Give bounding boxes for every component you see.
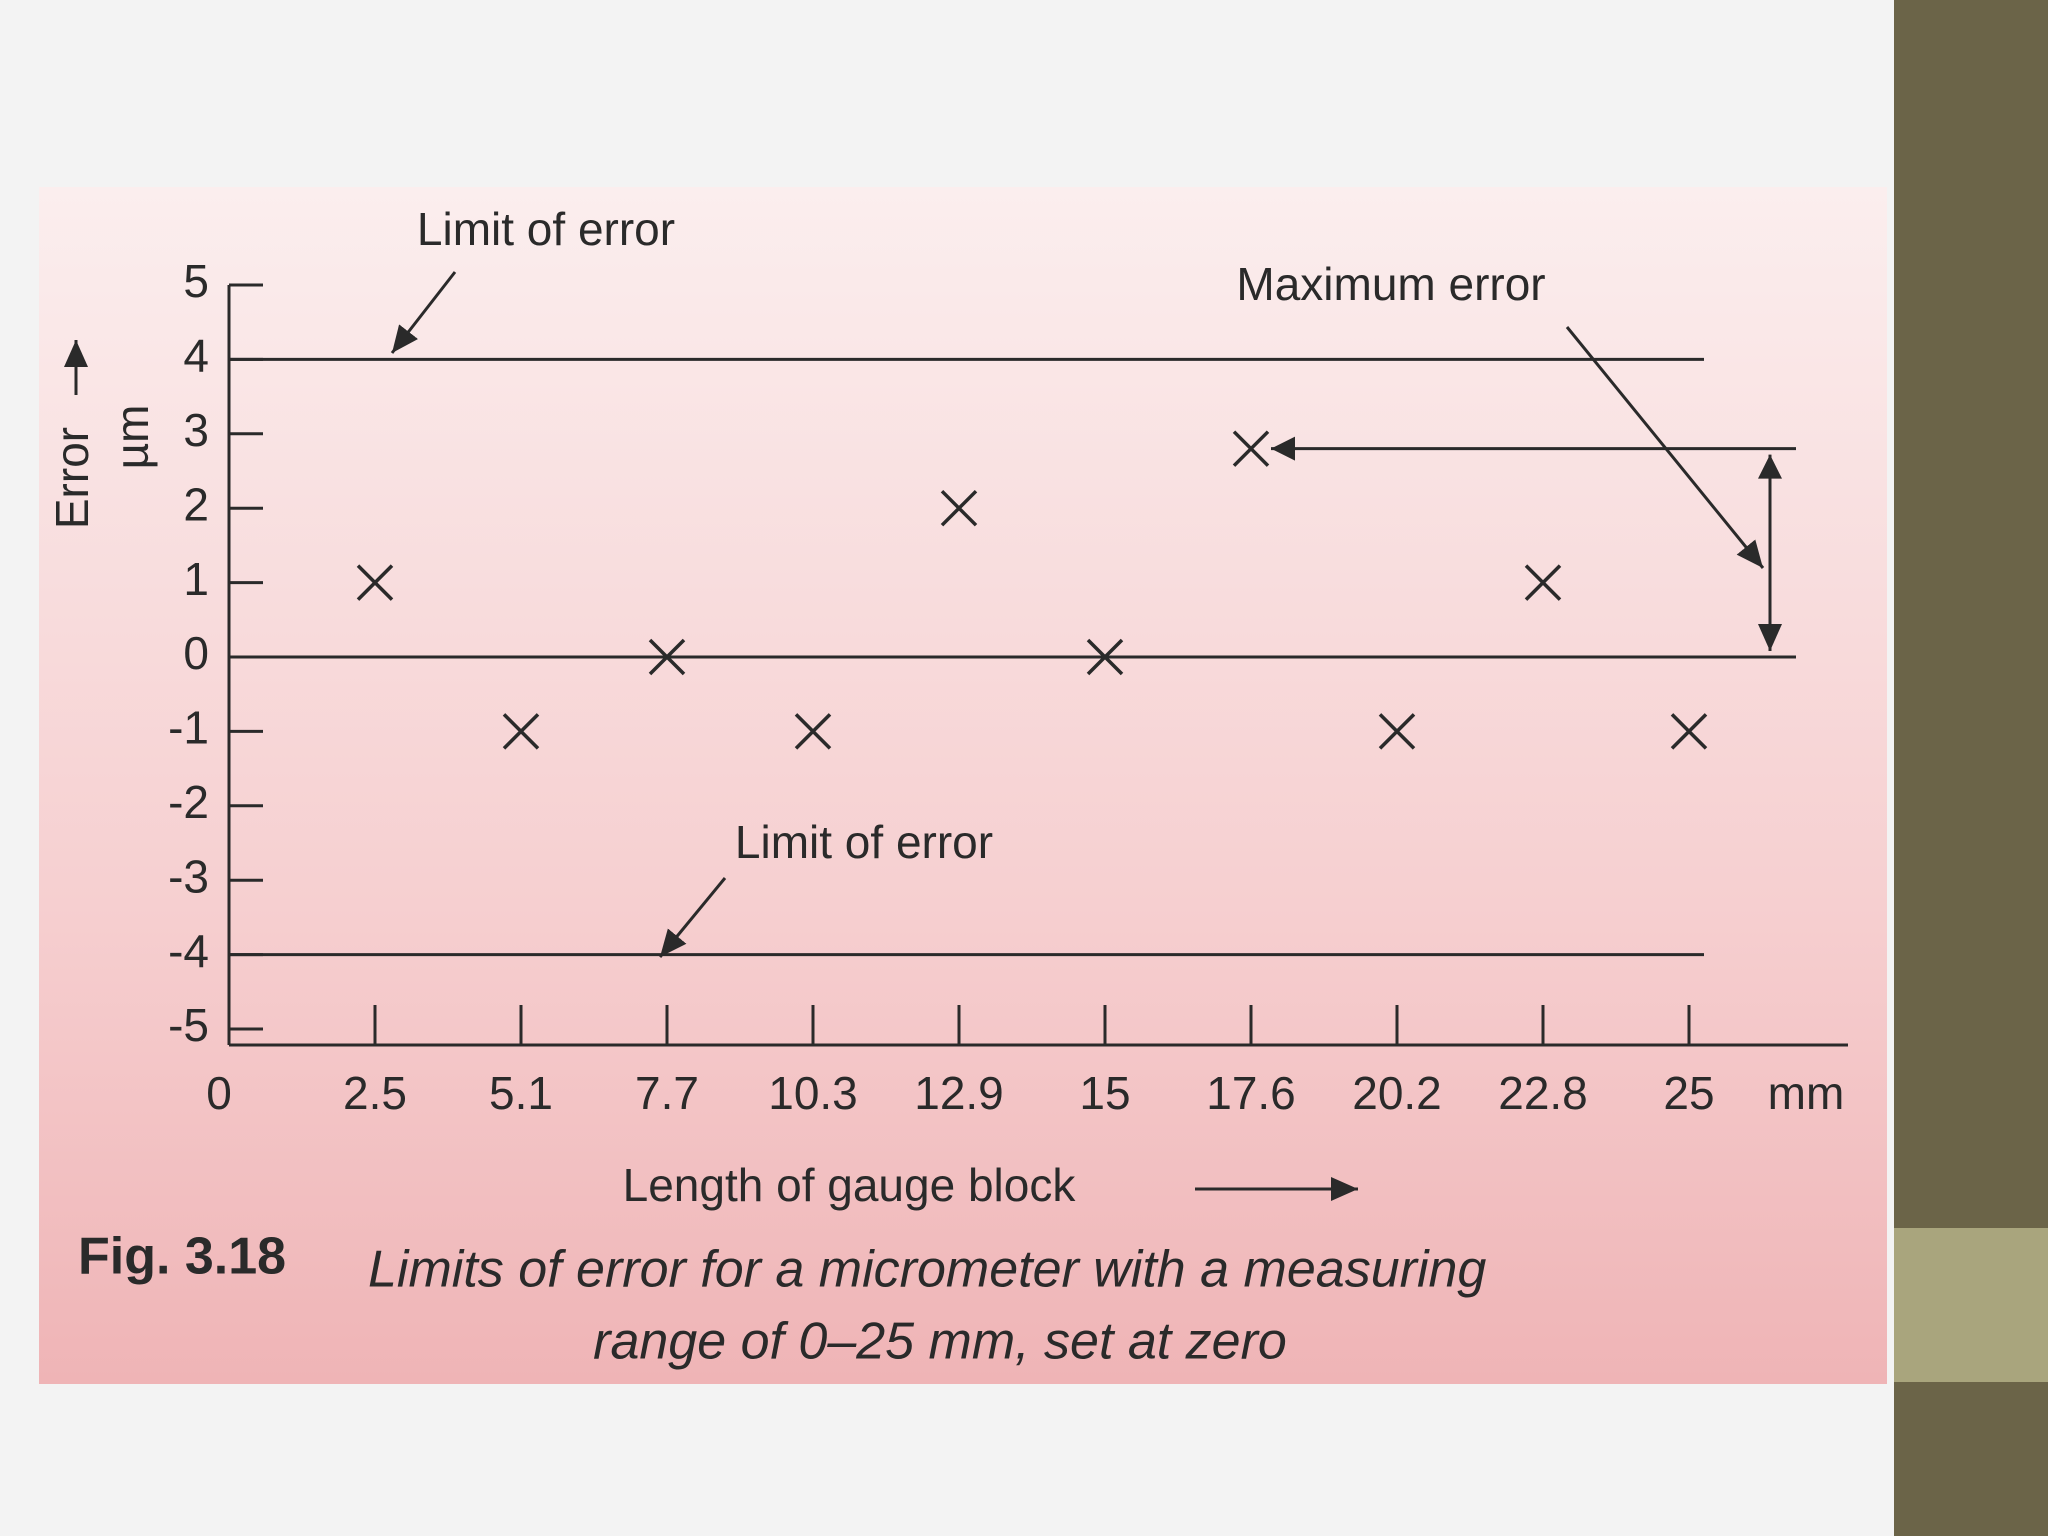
y-tick-label: 0 (183, 627, 209, 679)
point (1524, 564, 1562, 601)
x-tick-label: 25 (1663, 1067, 1714, 1119)
y-tick-label: 3 (183, 404, 209, 456)
y-tick-label: -1 (168, 702, 209, 754)
point-stroke (1232, 430, 1270, 467)
x-tick-label: 12.9 (914, 1067, 1004, 1119)
point (356, 564, 394, 601)
point-stroke (1524, 564, 1562, 601)
caption-label: Fig. 3.18 (78, 1228, 286, 1286)
point-stroke (1378, 713, 1416, 750)
point (1232, 430, 1270, 467)
point (1378, 713, 1416, 750)
point (1086, 638, 1124, 676)
x-tick-label: 15 (1079, 1067, 1130, 1119)
point-stroke (1086, 638, 1124, 676)
point-stroke (356, 564, 394, 601)
x-tick-label: 7.7 (635, 1067, 699, 1119)
x-tick-label: 22.8 (1498, 1067, 1588, 1119)
point (1670, 713, 1708, 750)
x-tick-label: 2.5 (343, 1067, 407, 1119)
y-tick-label: 5 (183, 255, 209, 307)
point (794, 713, 832, 750)
y-tick-label: 2 (183, 478, 209, 530)
annotation: Limit of error (417, 203, 675, 255)
point (648, 638, 686, 676)
annotation: Maximum error (1236, 258, 1545, 310)
point-stroke (794, 713, 832, 750)
x-unit: mm (1768, 1067, 1845, 1119)
annotation-arrow (658, 877, 727, 958)
photo (39, 187, 1887, 1384)
x-tick-label: 17.6 (1206, 1067, 1296, 1119)
annotation: Limit of error (735, 816, 993, 868)
y-tick-label: -3 (168, 850, 209, 902)
y-tick-label: -2 (168, 776, 209, 828)
point-stroke (502, 713, 540, 750)
y-unit: µm (106, 405, 158, 470)
point-stroke (648, 638, 686, 676)
point-stroke (940, 489, 978, 527)
caption: Limits of error for a micrometer with a … (368, 1241, 1486, 1299)
y-tick-label: -4 (168, 925, 209, 977)
y-tick-label: -5 (168, 999, 209, 1051)
side-block (1894, 1228, 2048, 1382)
x-label: Length of gauge block (623, 1159, 1077, 1211)
y-tick-label: 4 (183, 330, 209, 382)
x-tick-label: 10.3 (768, 1067, 858, 1119)
caption: range of 0–25 mm, set at zero (593, 1313, 1287, 1371)
x-tick-label: 20.2 (1352, 1067, 1442, 1119)
y-label: Error (46, 427, 98, 529)
annotation-arrow (390, 271, 457, 354)
point-stroke (1670, 713, 1708, 750)
point (502, 713, 540, 750)
x-tick-label: 0 (206, 1067, 232, 1119)
y-tick-label: 1 (183, 553, 209, 605)
point (940, 489, 978, 527)
x-tick-label: 5.1 (489, 1067, 553, 1119)
